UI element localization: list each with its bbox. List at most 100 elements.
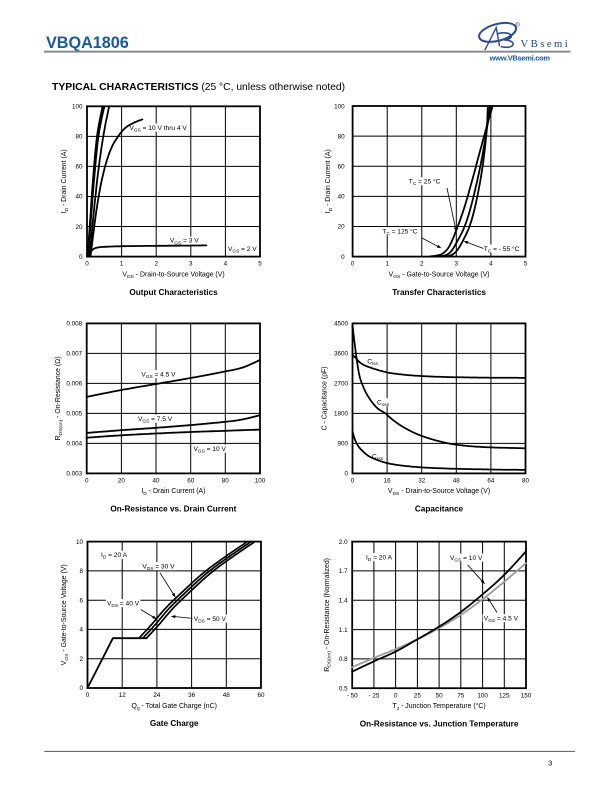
- svg-text:48: 48: [223, 692, 231, 699]
- svg-text:40: 40: [152, 478, 160, 485]
- svg-text:64: 64: [487, 478, 495, 485]
- svg-text:20: 20: [118, 478, 126, 485]
- svg-text:ID - Drain Current (A): ID - Drain Current (A): [141, 488, 205, 497]
- svg-text:900: 900: [337, 441, 348, 448]
- svg-text:ID - Drain Current (A): ID - Drain Current (A): [325, 149, 334, 213]
- svg-text:75: 75: [457, 692, 465, 699]
- svg-text:Gate Charge: Gate Charge: [150, 719, 199, 728]
- svg-text:ID = 20 A: ID = 20 A: [101, 552, 128, 561]
- svg-text:TYPICAL CHARACTERISTICS (25 °C: TYPICAL CHARACTERISTICS (25 °C, unless o…: [52, 82, 345, 93]
- svg-text:100: 100: [334, 103, 345, 110]
- svg-text:2700: 2700: [334, 381, 349, 388]
- svg-text:0: 0: [86, 692, 90, 699]
- svg-text:1.4: 1.4: [339, 598, 348, 605]
- svg-text:4: 4: [489, 261, 493, 268]
- svg-text:10: 10: [76, 539, 84, 546]
- svg-text:VDS - Drain-to-Source Voltage: VDS - Drain-to-Source Voltage (V): [122, 271, 224, 280]
- svg-text:0.006: 0.006: [66, 381, 82, 388]
- svg-text:20: 20: [75, 224, 83, 231]
- svg-text:3: 3: [189, 261, 193, 268]
- svg-text:150: 150: [521, 692, 532, 699]
- svg-text:ID - Drain Current (A): ID - Drain Current (A): [61, 149, 70, 213]
- svg-text:On-Resistance vs. Drain Curren: On-Resistance vs. Drain Current: [110, 505, 236, 514]
- svg-text:VGS = 4.5 V: VGS = 4.5 V: [141, 371, 176, 380]
- svg-text:0.008: 0.008: [66, 321, 82, 328]
- svg-text:0.8: 0.8: [339, 656, 348, 663]
- svg-text:20: 20: [338, 224, 346, 231]
- svg-text:24: 24: [153, 692, 161, 699]
- svg-text:VGS - Gate-to-Source Voltage (: VGS - Gate-to-Source Voltage (V): [61, 564, 70, 665]
- svg-text:TC = - 55 °C: TC = - 55 °C: [484, 245, 520, 255]
- svg-text:0.004: 0.004: [66, 441, 82, 448]
- svg-text:0: 0: [341, 254, 345, 261]
- svg-text:1.1: 1.1: [339, 627, 348, 634]
- svg-text:0: 0: [79, 685, 83, 692]
- svg-text:VGS = 10 V thru 4 V: VGS = 10 V thru 4 V: [130, 125, 188, 134]
- svg-text:VGS = 10 V: VGS = 10 V: [194, 446, 227, 455]
- svg-text:VGS = 10 V: VGS = 10 V: [450, 555, 483, 564]
- svg-text:Crss: Crss: [372, 453, 384, 462]
- svg-text:16: 16: [384, 478, 392, 485]
- svg-text:0: 0: [394, 692, 398, 699]
- svg-text:0.5: 0.5: [339, 686, 348, 693]
- svg-text:TC = 125 °C: TC = 125 °C: [382, 227, 417, 237]
- svg-text:0: 0: [79, 254, 83, 261]
- svg-text:VDS = 30 V: VDS = 30 V: [142, 563, 175, 572]
- svg-text:5: 5: [258, 261, 262, 268]
- svg-text:www.VBsemi.com: www.VBsemi.com: [489, 53, 551, 62]
- svg-text:12: 12: [119, 692, 127, 699]
- svg-text:100: 100: [72, 104, 83, 111]
- svg-text:Capacitance: Capacitance: [415, 505, 464, 514]
- svg-text:60: 60: [257, 692, 265, 699]
- svg-text:VGS = 7.5 V: VGS = 7.5 V: [138, 416, 173, 425]
- svg-text:1800: 1800: [334, 411, 349, 418]
- svg-text:48: 48: [453, 478, 461, 485]
- svg-text:VDS - Drain-to-Source Voltage: VDS - Drain-to-Source Voltage (V): [388, 488, 490, 497]
- svg-text:40: 40: [75, 194, 83, 201]
- svg-text:RDS(on) - On-Resistance (Norma: RDS(on) - On-Resistance (Normalized): [324, 558, 333, 672]
- svg-text:Coss: Coss: [377, 399, 390, 408]
- svg-text:80: 80: [222, 478, 230, 485]
- svg-text:VDS = 50 V: VDS = 50 V: [194, 616, 227, 625]
- svg-text:2: 2: [79, 656, 83, 663]
- svg-text:80: 80: [75, 134, 83, 141]
- svg-text:Output Characteristics: Output Characteristics: [129, 288, 218, 297]
- svg-text:5: 5: [524, 261, 528, 268]
- svg-text:- 50: - 50: [347, 692, 358, 699]
- svg-text:1: 1: [120, 261, 124, 268]
- svg-text:VGS = 4.5 V: VGS = 4.5 V: [484, 615, 519, 624]
- svg-text:80: 80: [338, 133, 346, 140]
- svg-text:VDS = 40 V: VDS = 40 V: [107, 600, 140, 609]
- svg-text:On-Resistance vs. Junction Tem: On-Resistance vs. Junction Temperature: [360, 719, 519, 728]
- svg-text:- 25: - 25: [368, 692, 379, 699]
- svg-text:VBQA1806: VBQA1806: [46, 34, 129, 52]
- svg-text:RDS(on) - On-Resistance (Ω): RDS(on) - On-Resistance (Ω): [55, 356, 64, 440]
- svg-text:0: 0: [351, 261, 355, 268]
- svg-text:4: 4: [224, 261, 228, 268]
- svg-text:C - Capacitance (pF): C - Capacitance (pF): [322, 366, 329, 430]
- svg-text:36: 36: [188, 692, 196, 699]
- svg-text:32: 32: [418, 478, 426, 485]
- svg-text:100: 100: [255, 478, 266, 485]
- svg-text:ID = 20 A: ID = 20 A: [366, 554, 393, 563]
- svg-text:TJ - Junction Temperature (°C): TJ - Junction Temperature (°C): [392, 702, 485, 712]
- svg-text:2: 2: [154, 261, 158, 268]
- svg-text:TC = 25 °C: TC = 25 °C: [409, 177, 441, 187]
- svg-text:40: 40: [338, 194, 346, 201]
- svg-text:0: 0: [344, 471, 348, 478]
- svg-text:60: 60: [338, 164, 346, 171]
- svg-text:2.0: 2.0: [339, 539, 348, 546]
- svg-text:4: 4: [79, 627, 83, 634]
- svg-text:Transfer Characteristics: Transfer Characteristics: [392, 288, 486, 297]
- svg-text:50: 50: [436, 692, 444, 699]
- svg-text:3600: 3600: [334, 351, 349, 358]
- svg-text:0.007: 0.007: [66, 351, 82, 358]
- svg-text:2: 2: [420, 261, 424, 268]
- svg-text:Ciss: Ciss: [367, 359, 378, 368]
- svg-text:VGS - Gate-to-Source Voltage (: VGS - Gate-to-Source Voltage (V): [389, 271, 490, 280]
- svg-text:3: 3: [548, 758, 552, 767]
- svg-text:Qg - Total Gate Charge (nC): Qg - Total Gate Charge (nC): [132, 703, 217, 712]
- svg-text:4500: 4500: [334, 321, 349, 328]
- svg-text:R: R: [517, 23, 519, 27]
- svg-text:0: 0: [85, 261, 89, 268]
